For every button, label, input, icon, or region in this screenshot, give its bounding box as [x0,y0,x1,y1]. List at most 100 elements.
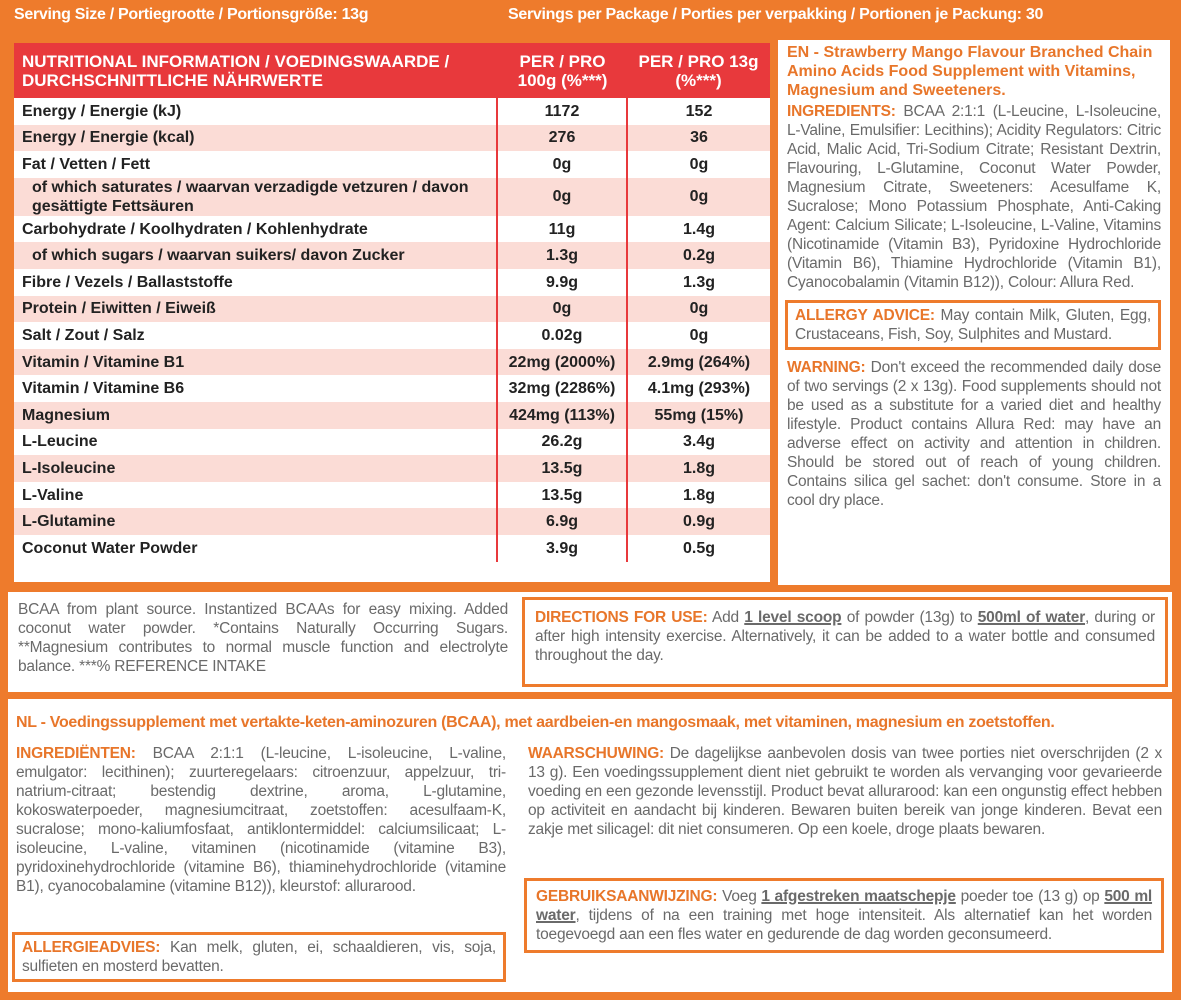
text: Add [711,609,739,626]
nutrient-value: 1172 [497,98,628,125]
divider [8,692,1172,699]
table-row: L-Glutamine 6.9g 0.9g [14,508,770,535]
nutrient-value: 0.9g [627,508,770,535]
nutrient-value: 1.4g [682,220,715,238]
en-directions: DIRECTIONS FOR USE: Add 1 level scoop of… [522,597,1168,687]
text: , during or after high intensity exercis… [535,609,1155,664]
table-row: Fibre / Vezels / Ballaststoffe 9.9g 1.3g [14,268,770,296]
nl-ingredients: INGREDIËNTEN: BCAA 2:1:1 (L-leucine, L-i… [16,744,506,896]
nutrient-name: Coconut Water Powder [14,534,498,562]
label: INGREDIËNTEN: [16,745,136,762]
table-row: of which sugars / waarvan suikers/ davon… [14,242,770,269]
nutrient-value: 0.2g [627,242,770,269]
footnote: BCAA from plant source. Instantized BCAA… [18,601,508,675]
nutrient-value: 0.5g [682,539,715,557]
text: BCAA 2:1:1 (L-Leucine, L-Isoleucine, L-V… [787,103,1162,291]
table-row: Vitamin / Vitamine B1 22mg (2000%) 2.9mg (… [14,348,770,376]
nl-title: NL - Voedingssupplement met vertakte-ket… [16,714,1055,731]
table-row: Fat / Vetten / Fett 0g 0g [14,151,770,178]
emphasis: 1 level scoop [744,609,842,626]
nutrient-value: 0g [627,177,770,216]
nutrient-value: 0g [497,151,628,178]
label: INGREDIENTS: [787,103,896,120]
nl-allergy: ALLERGIEADVIES: Kan melk, gluten, ei, sc… [12,932,506,982]
nutrient-value: 152 [685,102,713,120]
label: WAARSCHUWING: [528,745,665,762]
nutrient-name: Vitamin / Vitamine B1 [14,348,498,376]
nutrient-value: 1.3g [682,273,715,291]
table-row: L-Valine 13.5g 1.8g [14,481,770,509]
nutrient-value: 9.9g [497,268,628,296]
en-title: EN - Strawberry Mango Flavour Branched C… [787,44,1153,99]
nutrient-name: Salt / Zout / Salz [14,322,498,349]
nutrient-value: 6.9g [497,508,628,535]
text: poeder toe (13 g) op [960,888,1100,905]
nutrient-name: Energy / Energie (kcal) [14,124,498,152]
en-warning: WARNING: Don't exceed the recommended da… [787,358,1161,510]
nutrient-name: Carbohydrate / Koolhydraten / Kohlenhydr… [14,215,498,243]
text: Voeg [722,888,757,905]
table-row: Salt / Zout / Salz 0.02g 0g [14,322,770,349]
nutrient-name: L-Leucine [14,428,498,456]
table-header-row: NUTRITIONAL INFORMATION / VOEDINGSWAARDE… [14,43,770,98]
table-row: Energy / Energie (kcal) 276 36 [14,124,770,152]
nutrient-value: 4.1mg (293%) [647,380,751,398]
column-header: PER / PRO 13g (%***) [627,43,770,98]
nutrient-name: of which saturates / waarvan verzadigde … [14,177,498,216]
nutrient-value: 276 [497,124,628,152]
nutrient-value: 0g [627,295,770,323]
table-row: L-Isoleucine 13.5g 1.8g [14,455,770,482]
nutrient-name: Fat / Vetten / Fett [14,151,498,178]
nutrient-value: 1.3g [497,242,628,269]
table-row: Energy / Energie (kJ) 1172 152 [14,98,770,125]
nutrition-table-panel: NUTRITIONAL INFORMATION / VOEDINGSWAARDE… [14,43,770,582]
table-row: Magnesium 424mg (113%) 55mg (15%) [14,401,770,429]
label: GEBRUIKSAANWIJZING: [536,888,718,905]
text: BCAA 2:1:1 (L-leucine, L-isoleucine, L-v… [16,745,506,895]
table-row: of which saturates / waarvan verzadigde … [14,177,770,216]
nutrient-value: 424mg (113%) [497,401,628,429]
nutrient-value: 3.9g [497,534,628,562]
table-row: Protein / Eiwitten / Eiweiß 0g 0g [14,295,770,323]
nutrient-value: 26.2g [497,428,628,456]
bottom-panel: BCAA from plant source. Instantized BCAA… [8,592,1172,992]
label: ALLERGIEADVIES: [22,939,161,956]
nutrient-name: L-Isoleucine [14,455,498,482]
text: of powder (13g) to [846,609,973,626]
table-row: Carbohydrate / Koolhydraten / Kohlenhydr… [14,215,770,243]
nutrient-name: Magnesium [14,401,498,429]
nutrient-value: 36 [627,124,770,152]
nutrient-name: of which sugars / waarvan suikers/ davon… [14,242,498,269]
emphasis: 500 ml water [536,888,1153,924]
text: Kan melk, gluten, ei, schaaldieren, vis,… [22,939,496,975]
nutrient-value: 0g [689,326,709,344]
nutrient-value: 1.8g [682,486,715,504]
text: De dagelijkse aanbevolen dosis van twee … [528,745,1162,838]
nutrient-value: 11g [497,215,628,243]
nutrient-name: Fibre / Vezels / Ballaststoffe [14,268,498,296]
serving-size: Serving Size / Portiegrootte / Portionsg… [14,6,369,23]
column-header: PER / PRO 100g (%***) [497,43,627,98]
table-row: Coconut Water Powder 3.9g 0.5g [14,534,770,562]
emphasis: 500ml of water [977,609,1086,626]
nl-warning: WAARSCHUWING: De dagelijkse aanbevolen d… [528,744,1162,839]
nutrient-name: Energy / Energie (kJ) [14,98,498,125]
text: May contain Milk, Gluten, Egg, Crustacea… [795,307,1151,343]
en-ingredients: INGREDIENTS: BCAA 2:1:1 (L-Leucine, L-Is… [787,102,1161,292]
nutrient-name: L-Valine [14,481,498,509]
nutrient-name: L-Glutamine [14,508,498,535]
nutrient-value: 32mg (2286%) [497,375,628,402]
label: ALLERGY ADVICE: [795,307,935,324]
emphasis: 1 afgestreken maatschepje [761,888,956,905]
text: Don't exceed the recommended daily dose … [787,359,1162,509]
nutrient-value: 1.8g [627,455,770,482]
column-header: NUTRITIONAL INFORMATION / VOEDINGSWAARDE… [14,43,498,98]
nutrient-value: 2.9mg (264%) [627,348,770,376]
nutrient-name: Vitamin / Vitamine B6 [14,375,498,402]
nutrient-value: 0.02g [497,322,628,349]
en-allergy: ALLERGY ADVICE: May contain Milk, Gluten… [785,300,1161,350]
nutrient-value: 13.5g [497,455,628,482]
table-row: Vitamin / Vitamine B6 32mg (2286%) 4.1mg (… [14,375,770,402]
table-row: L-Leucine 26.2g 3.4g [14,428,770,456]
nutrient-value: 22mg (2000%) [497,348,628,376]
